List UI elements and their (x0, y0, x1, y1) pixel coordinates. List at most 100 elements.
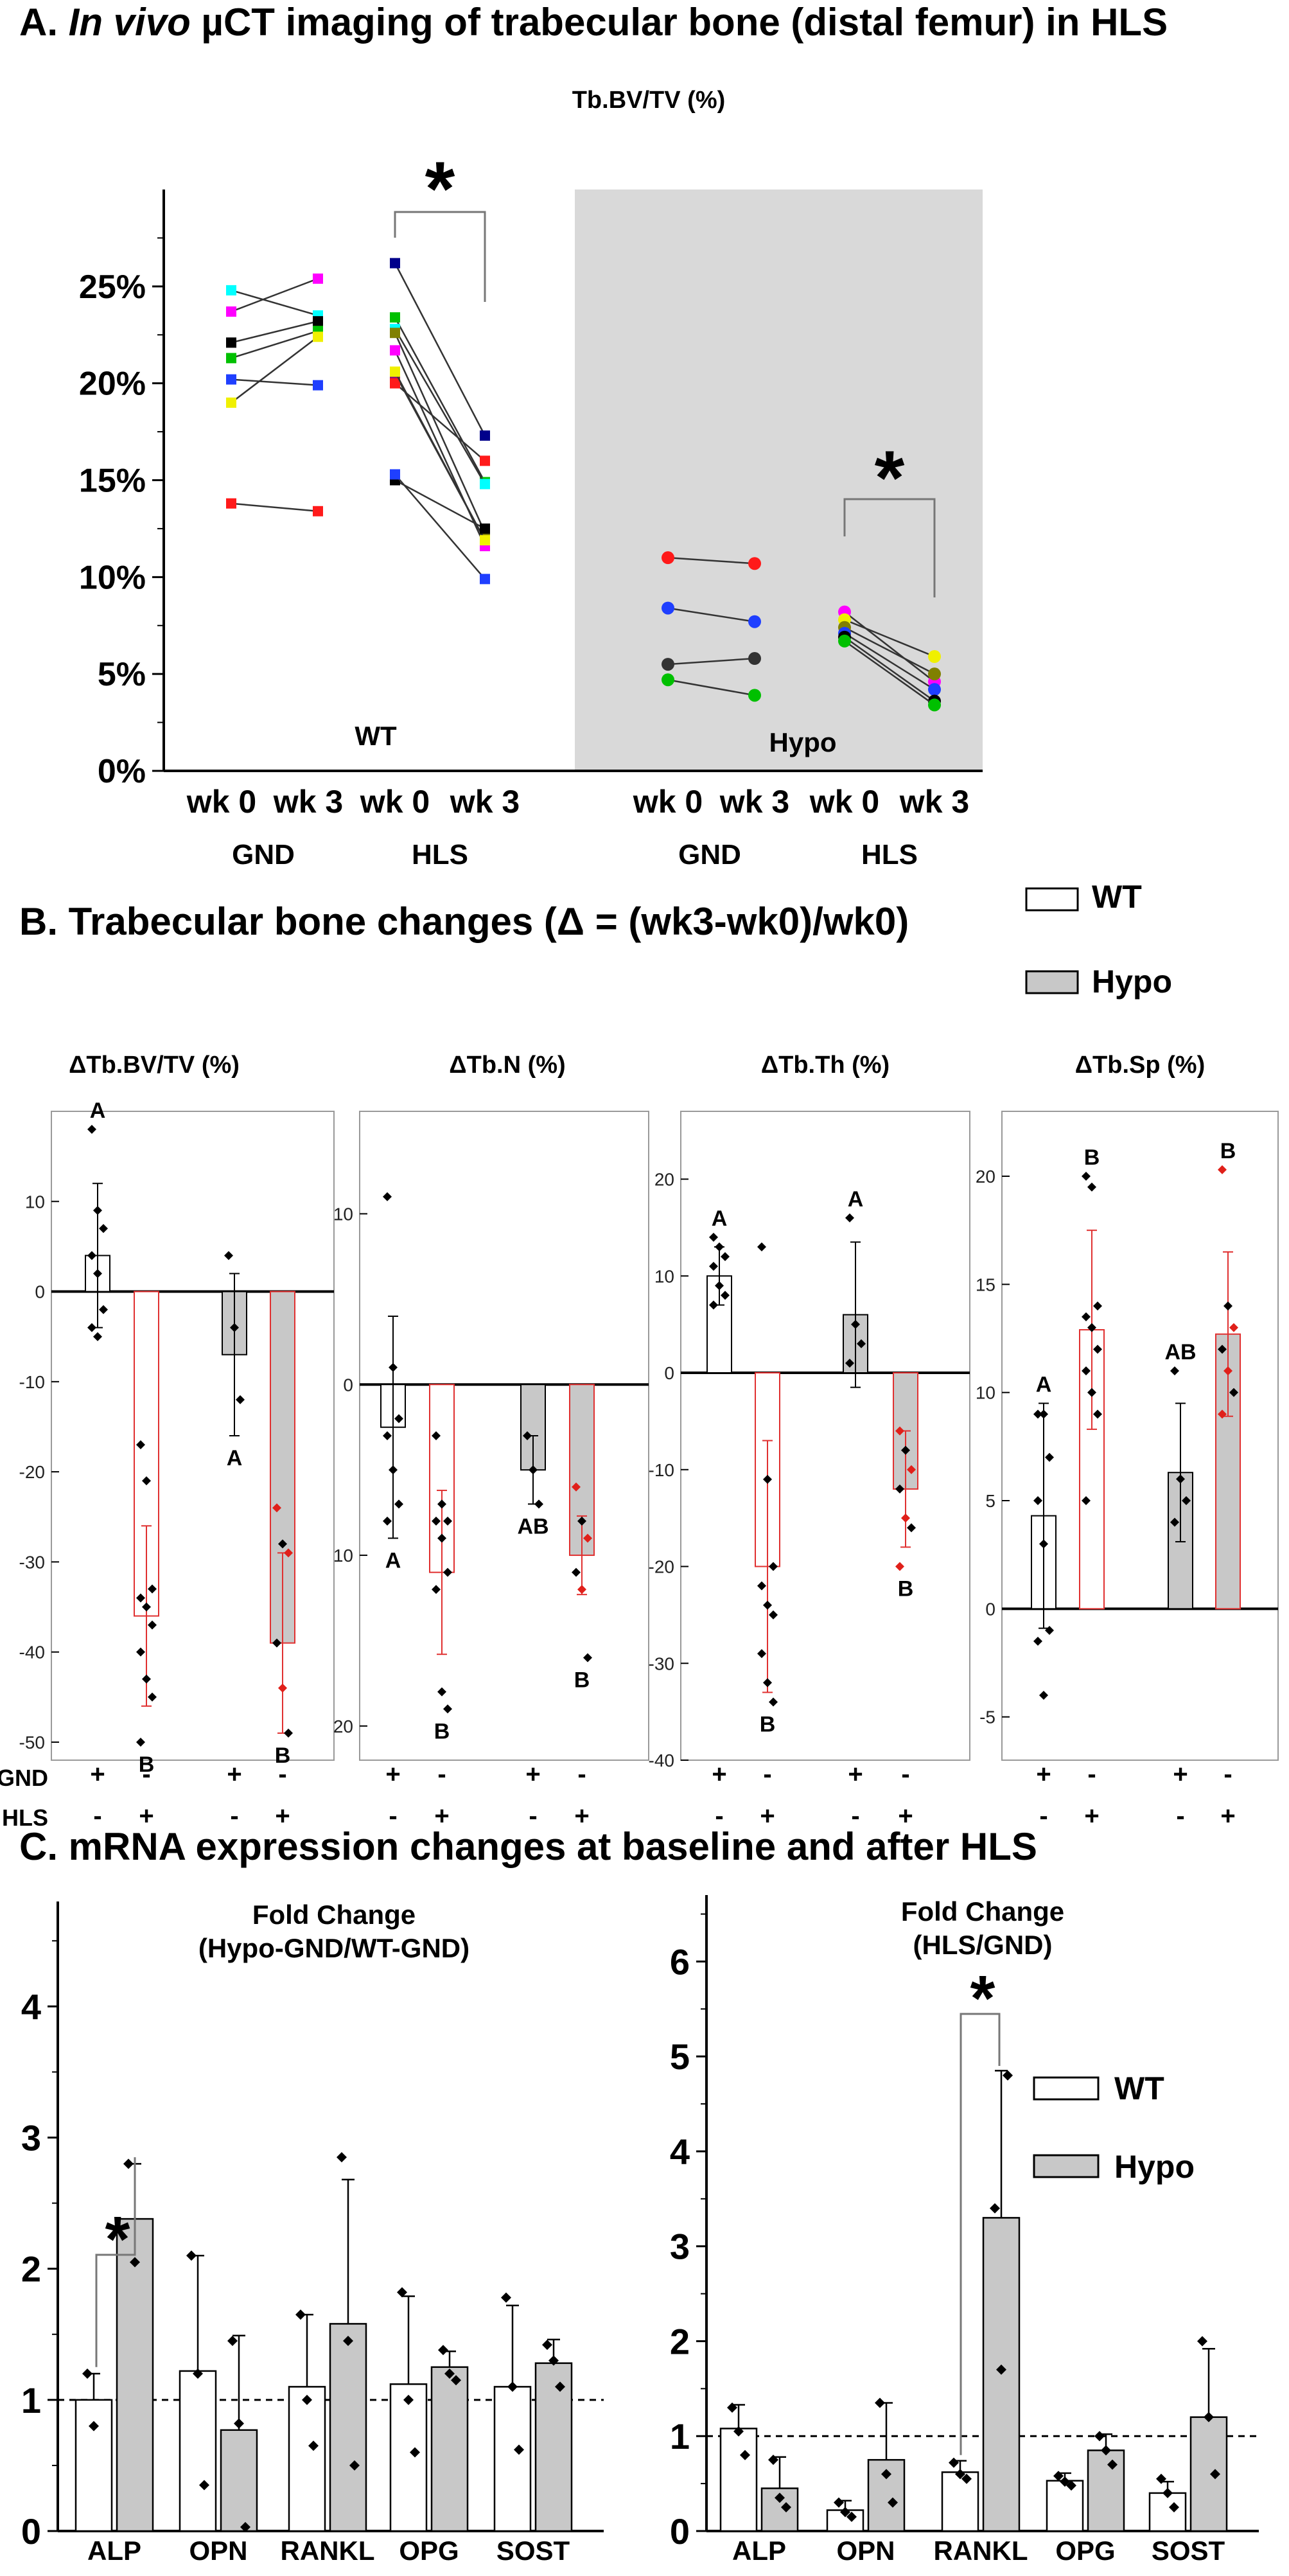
data-point (901, 1445, 910, 1455)
data-point (337, 2152, 347, 2163)
data-point (284, 1548, 293, 1558)
data-point (1218, 1345, 1227, 1354)
bar (719, 2428, 758, 2532)
data-point (480, 523, 490, 534)
data-point (875, 2397, 885, 2408)
legend-wt-label: WT (1092, 879, 1142, 915)
data-point (437, 1533, 446, 1543)
data-point (838, 634, 851, 648)
pair-connector (394, 371, 486, 541)
data-point (480, 430, 490, 441)
pair-connector (844, 640, 935, 706)
data-point (727, 2402, 737, 2413)
data-point (845, 1358, 854, 1368)
data-point (295, 2309, 306, 2320)
data-point (955, 2469, 965, 2480)
data-point (1229, 1323, 1238, 1332)
data-point (572, 1482, 581, 1492)
hls-sign: - (230, 1802, 238, 1830)
data-point (542, 2340, 552, 2351)
gnd-sign: + (1173, 1760, 1188, 1788)
panel-b-title: ΔTb.N (%) (449, 1052, 565, 1079)
data-point (272, 1503, 281, 1513)
data-point (721, 1252, 730, 1262)
data-point (87, 1323, 96, 1332)
gnd-sign: - (763, 1760, 771, 1788)
data-point (1003, 2070, 1013, 2081)
data-point (928, 667, 941, 681)
data-point (881, 2469, 891, 2480)
significance-star: * (425, 146, 455, 232)
data-point (226, 337, 236, 348)
data-point (390, 258, 400, 269)
gnd-sign: + (1036, 1760, 1051, 1788)
data-point (93, 1332, 102, 1341)
data-point (1093, 1409, 1102, 1419)
data-point (130, 2257, 140, 2268)
data-point (226, 353, 236, 364)
panel-b-ytick-label: -5 (979, 1707, 995, 1727)
pair-connector (231, 289, 319, 317)
data-point (846, 2511, 857, 2522)
bar (430, 2366, 469, 2532)
data-point (1039, 1691, 1048, 1700)
pair-connector (667, 556, 755, 565)
panel-a-sub-label: GND (678, 839, 741, 870)
data-point (1162, 2487, 1173, 2498)
data-point (240, 2521, 250, 2532)
data-point (1156, 2473, 1166, 2484)
data-point (757, 1649, 766, 1659)
panel-b-ytick-label: 0 (343, 1375, 353, 1395)
legend-c-wt-label: WT (1114, 2070, 1164, 2106)
significance-letter: B (574, 1668, 590, 1693)
data-point (555, 2381, 565, 2392)
data-point (226, 498, 236, 509)
data-point (523, 1431, 532, 1440)
hls-sign: + (574, 1802, 589, 1830)
panel-b-title: ΔTb.Sp (%) (1075, 1052, 1206, 1079)
panel-b-ytick-label: -50 (19, 1733, 45, 1752)
data-point (123, 2158, 134, 2169)
data-point (840, 2507, 850, 2518)
significance-bracket (394, 211, 486, 302)
section-a-title-rest: µCT imaging of trabecular bone (distal f… (190, 1, 1168, 44)
significance-letter: A (385, 1548, 401, 1573)
group-label-wt: WT (355, 721, 397, 751)
data-point (443, 1516, 452, 1526)
data-point (480, 455, 490, 466)
panel-a-ytick-label: 5% (98, 656, 146, 693)
panel-b-ytick-label: 10 (654, 1266, 674, 1286)
data-point (572, 1567, 581, 1577)
panel-c-subtitle: (Hypo-GND/WT-GND) (198, 1933, 469, 1963)
data-point (1210, 2469, 1220, 2480)
panel-b-ytick-label: 0 (985, 1599, 995, 1619)
panel-b-ytick-label: 0 (664, 1363, 674, 1383)
data-point (740, 2449, 750, 2460)
panel-c-ytick-label: 1 (21, 2380, 41, 2421)
data-point (996, 2364, 1006, 2375)
pair-connector (844, 611, 935, 683)
panel-b-ytick-label: 20 (976, 1167, 995, 1187)
data-point (763, 1678, 772, 1688)
data-point (199, 2480, 209, 2491)
data-point (432, 1516, 441, 1526)
data-point (136, 1647, 145, 1657)
section-c-title: C. mRNA expression changes at baseline a… (19, 1825, 1037, 1868)
pair-connector (844, 626, 935, 675)
significance-letter: B (760, 1713, 776, 1737)
panel-a-ytick-label: 20% (79, 366, 146, 403)
data-point (1197, 2336, 1207, 2347)
category-label: OPG (1055, 2536, 1115, 2566)
data-point (748, 557, 761, 570)
data-point (193, 2369, 203, 2379)
data-point (437, 1499, 446, 1509)
panel-c-title: Fold Change (252, 1900, 416, 1930)
data-point (136, 1440, 145, 1450)
data-point (1082, 1312, 1091, 1321)
panel-c-ytick-label: 2 (670, 2321, 690, 2361)
data-point (410, 2447, 420, 2458)
pair-connector (394, 332, 486, 533)
panel-b-ytick-label: 20 (333, 1716, 353, 1736)
panel-a-x-label: wk 3 (273, 784, 343, 820)
data-point (577, 1516, 586, 1526)
